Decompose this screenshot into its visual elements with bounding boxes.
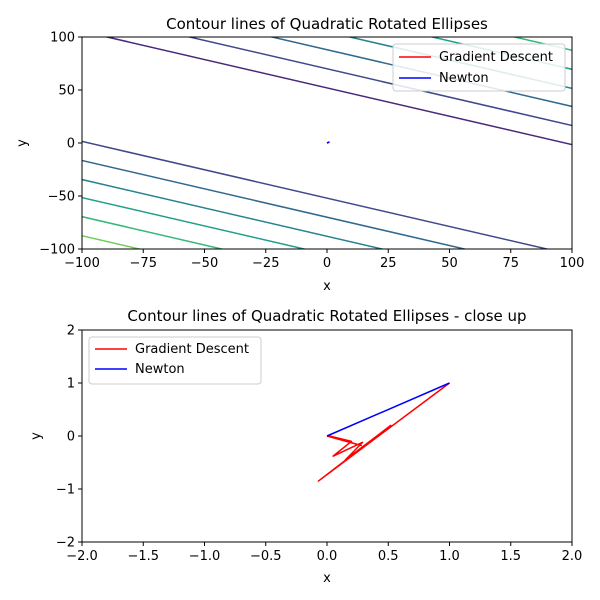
- x-tick-label: −1.5: [127, 549, 159, 564]
- y-tick-label: 100: [50, 31, 75, 46]
- chart-bottom-title: Contour lines of Quadratic Rotated Ellip…: [127, 307, 526, 325]
- contour-line: [82, 215, 225, 249]
- y-tick-label: 0: [67, 430, 75, 445]
- legend-label-newton: Newton: [135, 362, 185, 377]
- chart-top-series: [326, 141, 330, 144]
- chart-top-y-ticks: −100 −50 0 50 100: [39, 31, 82, 258]
- y-tick-label: −2: [56, 536, 75, 551]
- chart-top-y-label: y: [15, 139, 30, 147]
- chart-top-title: Contour lines of Quadratic Rotated Ellip…: [166, 15, 488, 33]
- x-tick-label: −50: [191, 256, 218, 271]
- contour-line: [186, 37, 572, 127]
- x-tick-label: −75: [130, 256, 157, 271]
- x-tick-label: 75: [502, 256, 519, 271]
- chart-bottom-x-label: x: [323, 571, 331, 586]
- chart-bottom: Contour lines of Quadratic Rotated Ellip…: [29, 307, 582, 586]
- chart-bottom-y-ticks: −2 −1 0 1 2: [56, 324, 82, 551]
- contour-line: [82, 159, 468, 249]
- contour-line: [268, 37, 572, 108]
- chart-top-legend: Gradient Descent Newton: [392, 43, 566, 92]
- contour-line: [82, 234, 143, 249]
- y-tick-label: 0: [67, 137, 75, 152]
- contour-line: [511, 37, 572, 52]
- x-tick-label: −100: [64, 256, 100, 271]
- chart-top-x-ticks: −100 −75 −50 −25 0 25 50 75 100: [64, 249, 584, 271]
- contour-lines: [82, 37, 572, 249]
- chart-bottom-y-label: y: [29, 432, 44, 440]
- x-tick-label: 0.0: [317, 549, 338, 564]
- x-tick-label: 1.0: [439, 549, 460, 564]
- y-tick-label: −50: [48, 190, 75, 205]
- legend-label-gradient-descent: Gradient Descent: [135, 342, 249, 357]
- y-tick-label: 1: [67, 377, 75, 392]
- x-tick-label: −1.0: [189, 549, 221, 564]
- legend-box: [88, 336, 262, 385]
- y-tick-label: 50: [58, 84, 75, 99]
- series-gradient-descent-line: [317, 382, 450, 482]
- x-tick-label: −2.0: [66, 549, 98, 564]
- contour-line: [82, 140, 551, 249]
- chart-bottom-x-ticks: −2.0 −1.5 −1.0 −0.5 0.0 0.5 1.0 1.5 2.0: [66, 542, 582, 564]
- legend-label-newton: Newton: [439, 71, 489, 86]
- y-tick-label: 2: [67, 324, 75, 339]
- contour-line: [82, 178, 386, 249]
- x-tick-label: −25: [252, 256, 279, 271]
- chart-bottom-legend: Gradient Descent Newton: [88, 336, 262, 385]
- contour-line: [103, 37, 572, 146]
- x-tick-label: 50: [441, 256, 458, 271]
- contour-line: [82, 196, 308, 249]
- x-tick-label: 0: [323, 256, 331, 271]
- legend-box: [392, 43, 566, 92]
- series-newton-line: [326, 141, 330, 144]
- series-newton-line: [326, 382, 450, 437]
- y-tick-label: −1: [56, 483, 75, 498]
- y-tick-label: −100: [39, 243, 75, 258]
- x-tick-label: −0.5: [250, 549, 282, 564]
- x-tick-label: 0.5: [378, 549, 399, 564]
- chart-top-x-label: x: [323, 279, 331, 294]
- legend-label-gradient-descent: Gradient Descent: [439, 50, 553, 65]
- chart-top: Contour lines of Quadratic Rotated Ellip…: [15, 15, 584, 294]
- x-tick-label: 100: [560, 256, 585, 271]
- x-tick-label: 2.0: [562, 549, 583, 564]
- x-tick-label: 25: [380, 256, 397, 271]
- x-tick-label: 1.5: [500, 549, 521, 564]
- chart-bottom-series: [317, 382, 450, 482]
